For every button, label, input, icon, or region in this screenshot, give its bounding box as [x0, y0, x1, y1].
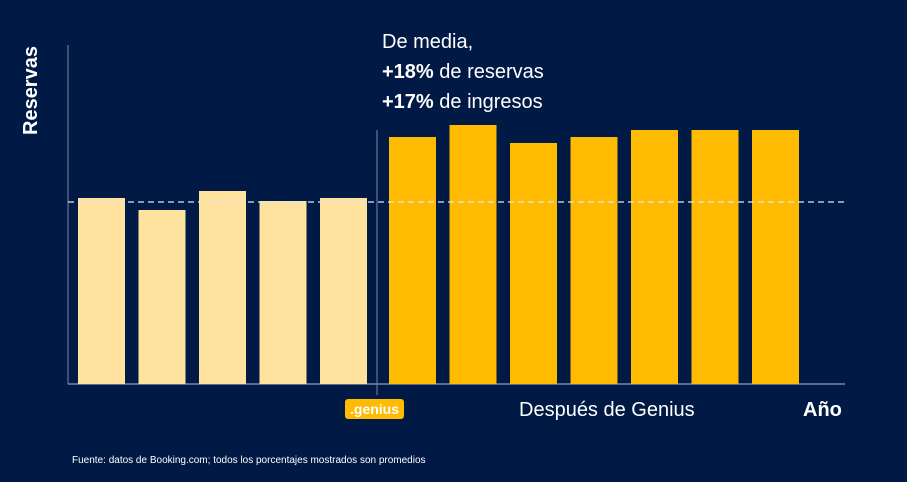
- revenue-increase: +17%: [382, 91, 434, 113]
- genius-badge: .genius: [345, 399, 405, 419]
- y-axis-label: Reservas: [20, 46, 42, 135]
- source-footnote: Fuente: datos de Booking.com; todos los …: [72, 455, 426, 466]
- bar-before-genius: [320, 198, 367, 384]
- annotation-line-2: +18% de reservas: [382, 57, 544, 87]
- bookings-increase: +18%: [382, 61, 434, 83]
- annotation-line-1: De media,: [382, 31, 474, 53]
- bar-after-genius: [752, 130, 799, 384]
- bar-before-genius: [78, 198, 125, 384]
- bar-before-genius: [199, 191, 246, 384]
- bar-after-genius: [389, 137, 436, 384]
- bookings-text: de reservas: [433, 61, 544, 83]
- average-annotation: De media, +18% de reservas +17% de ingre…: [382, 27, 544, 117]
- bar-after-genius: [449, 125, 497, 384]
- bar-after-genius: [691, 130, 739, 384]
- bar-before-genius: [259, 201, 307, 384]
- bar-after-genius: [570, 137, 618, 384]
- annotation-line-3: +17% de ingresos: [382, 87, 544, 117]
- after-genius-label: Después de Genius: [519, 399, 695, 421]
- revenue-text: de ingresos: [433, 91, 543, 113]
- bar-after-genius: [631, 130, 678, 384]
- x-axis-label: Año: [803, 399, 842, 421]
- bar-before-genius: [138, 210, 186, 384]
- bar-after-genius: [510, 143, 557, 384]
